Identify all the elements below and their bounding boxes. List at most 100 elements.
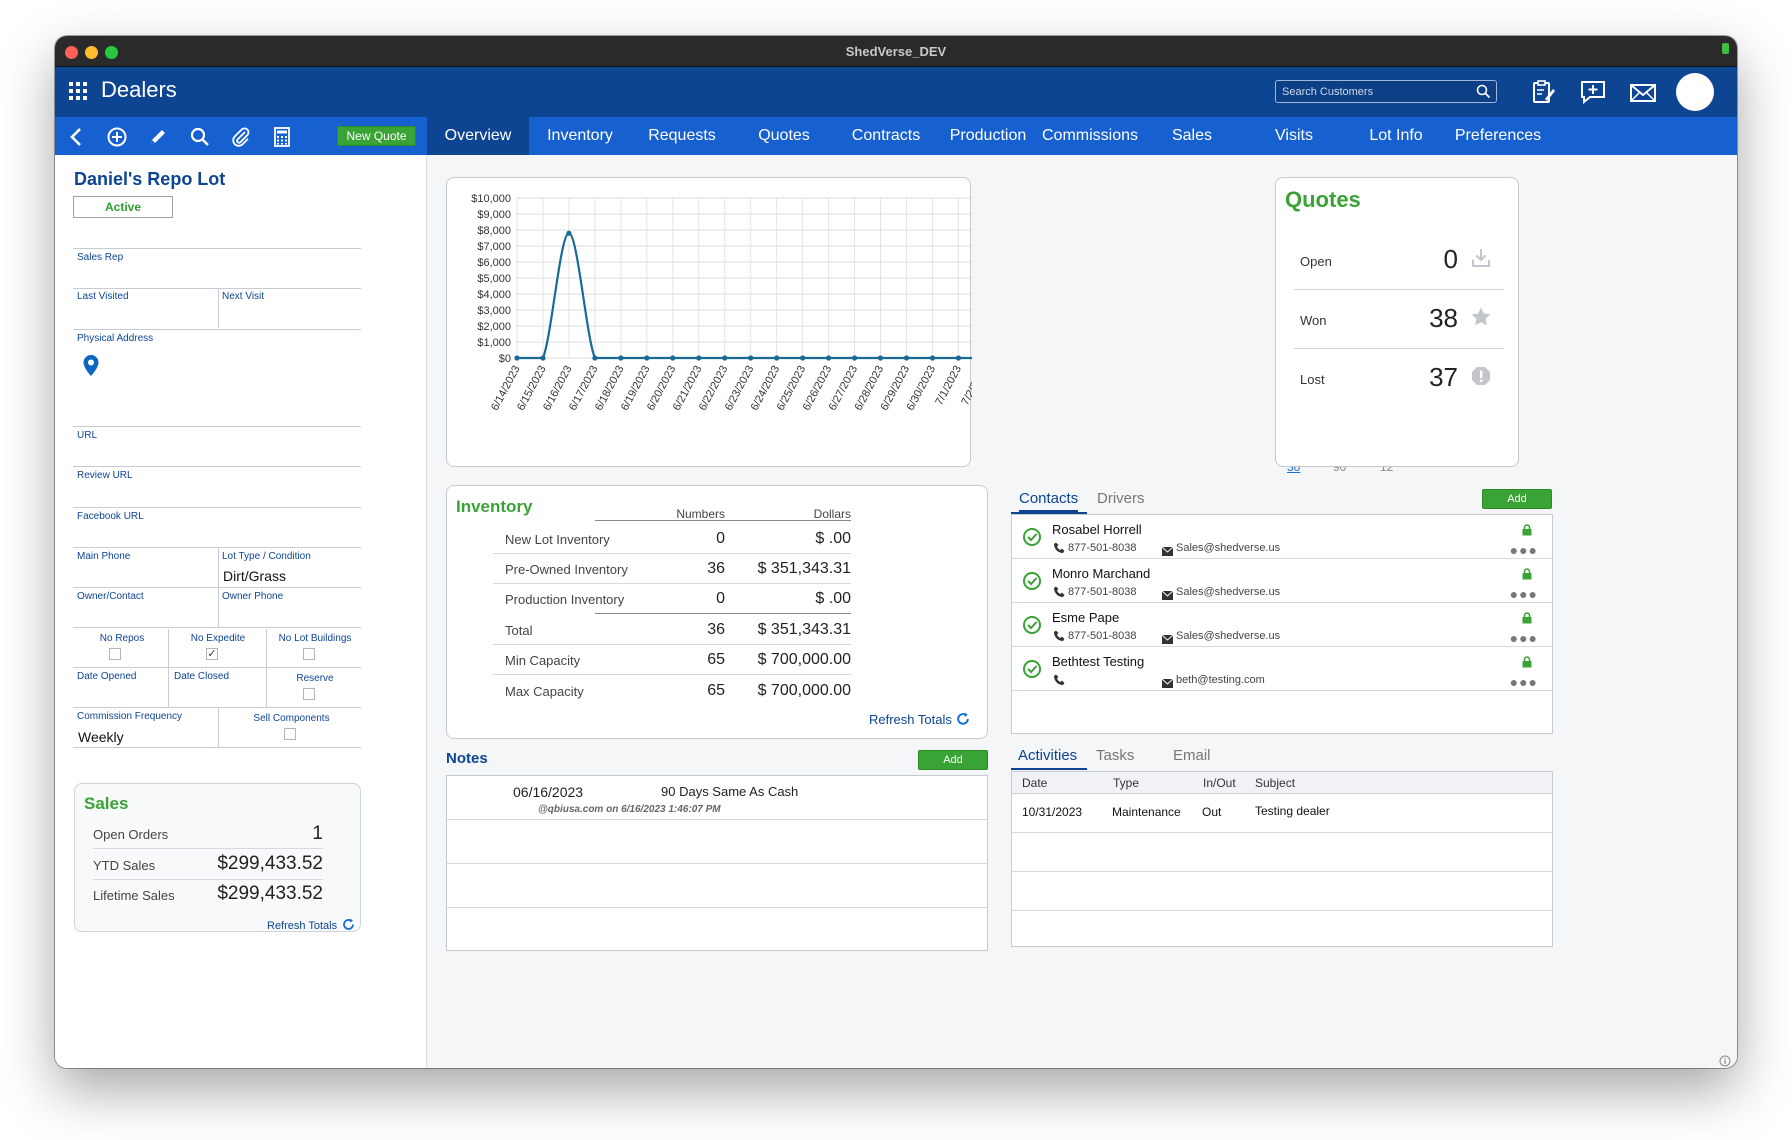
tab-overview[interactable]: Overview (427, 117, 529, 155)
commission-frequency-value[interactable]: Weekly (78, 729, 124, 745)
contacts-list: Rosabel Horrell 877-501-8038 Sales@shedv… (1011, 514, 1553, 734)
col-subject[interactable]: Subject (1255, 776, 1296, 790)
col-date[interactable]: Date (1022, 776, 1048, 790)
tab-inventory[interactable]: Inventory (547, 127, 613, 144)
star-icon (1470, 306, 1492, 333)
reserve-checkbox[interactable] (303, 688, 315, 700)
inventory-refresh-totals[interactable]: Refresh Totals (869, 710, 970, 729)
col-inout[interactable]: In/Out (1203, 776, 1236, 790)
paperclip-icon[interactable] (230, 126, 252, 148)
y-tick-label: $2,000 (477, 321, 511, 333)
inventory-row: Max Capacity 65 $ 700,000.00 (447, 676, 887, 706)
tab-email[interactable]: Email (1173, 747, 1211, 764)
tab-drivers[interactable]: Drivers (1097, 490, 1145, 507)
calculator-icon[interactable] (271, 126, 293, 148)
add-contact-button[interactable]: Add (1482, 489, 1552, 509)
avatar[interactable] (1676, 73, 1714, 111)
add-comment-icon[interactable] (1579, 78, 1609, 106)
quote-row-open[interactable]: Open 0 (1294, 232, 1504, 290)
tab-activities[interactable]: Activities (1018, 747, 1078, 764)
search-icon[interactable] (189, 126, 211, 148)
note-item[interactable]: 06/16/2023 90 Days Same As Cash @qbiusa.… (447, 776, 987, 820)
edit-pencil-icon[interactable] (147, 126, 169, 148)
status-badge[interactable]: Active (73, 196, 173, 218)
tab-contracts[interactable]: Contracts (851, 127, 921, 144)
tab-tasks[interactable]: Tasks (1096, 747, 1135, 764)
zoom-window-button[interactable] (105, 46, 118, 59)
sales-refresh-totals[interactable]: Refresh Totals (267, 916, 355, 934)
add-note-button[interactable]: Add (918, 750, 988, 770)
minimize-window-button[interactable] (85, 46, 98, 59)
refresh-icon[interactable] (342, 918, 355, 935)
reserve-label: Reserve (296, 673, 334, 684)
check-circle-icon (1022, 615, 1042, 640)
quote-row-count: 0 (1443, 244, 1458, 274)
refresh-label[interactable]: Refresh Totals (267, 920, 338, 932)
search-icon[interactable] (1476, 84, 1491, 104)
envelope-icon (1161, 587, 1174, 605)
col-type[interactable]: Type (1113, 776, 1140, 790)
inventory-row-label: Total (505, 623, 533, 638)
activity-inout: Out (1202, 805, 1222, 819)
no-repos-checkbox[interactable] (109, 648, 121, 660)
no-lot-buildings-checkbox[interactable] (303, 648, 315, 660)
quote-row-won[interactable]: Won 38 (1294, 291, 1504, 349)
contact-email[interactable]: beth@testing.com (1176, 674, 1265, 686)
sales-row: Lifetime Sales $299,433.52 (93, 881, 323, 911)
note-text: 90 Days Same As Cash (661, 784, 799, 799)
note-meta: @qbiusa.com on 6/16/2023 1:46:07 PM (538, 804, 721, 815)
contact-item[interactable]: Esme Pape 877-501-8038 Sales@shedverse.u… (1012, 603, 1552, 647)
tab-contacts[interactable]: Contacts (1019, 490, 1079, 512)
map-pin-icon[interactable] (82, 354, 100, 383)
quote-row-label: Open (1300, 254, 1332, 269)
info-icon[interactable] (1719, 1054, 1731, 1068)
close-window-button[interactable] (65, 46, 78, 59)
contact-phone[interactable]: 877-501-8038 (1068, 630, 1137, 642)
activity-row[interactable]: 10/31/2023 Maintenance Out Testing deale… (1012, 794, 1552, 833)
lot-type-value[interactable]: Dirt/Grass (223, 568, 286, 584)
contact-email[interactable]: Sales@shedverse.us (1176, 586, 1281, 598)
more-options-icon[interactable]: ●●● (1509, 542, 1538, 558)
app-grid-icon[interactable] (69, 82, 87, 100)
sales-row-label: Open Orders (93, 827, 169, 842)
more-options-icon[interactable]: ●●● (1509, 586, 1538, 602)
sell-components-checkbox[interactable] (284, 728, 296, 740)
tab-sales[interactable]: Sales (1171, 127, 1213, 144)
activity-empty-row (1012, 833, 1552, 872)
tab-preferences[interactable]: Preferences (1454, 127, 1542, 144)
title-bar: ShedVerse_DEV (55, 36, 1737, 67)
refresh-icon[interactable] (956, 712, 970, 730)
contact-item[interactable]: Rosabel Horrell 877-501-8038 Sales@shedv… (1012, 515, 1552, 559)
data-point (774, 355, 780, 361)
new-quote-button[interactable]: New Quote (337, 126, 416, 146)
tab-commissions[interactable]: Commissions (1041, 127, 1138, 144)
contact-item[interactable]: Monro Marchand 877-501-8038 Sales@shedve… (1012, 559, 1552, 603)
data-point (540, 355, 546, 361)
quote-row-lost[interactable]: Lost 37 (1294, 350, 1504, 408)
facebook-url-label: Facebook URL (77, 511, 144, 522)
tab-production[interactable]: Production (949, 127, 1027, 144)
search-input[interactable] (1276, 81, 1472, 102)
contact-email[interactable]: Sales@shedverse.us (1176, 630, 1281, 642)
refresh-label[interactable]: Refresh Totals (869, 712, 952, 727)
clipboard-edit-icon[interactable] (1529, 78, 1559, 106)
data-point (800, 355, 806, 361)
contact-email[interactable]: Sales@shedverse.us (1176, 542, 1281, 554)
more-options-icon[interactable]: ●●● (1509, 630, 1538, 646)
mail-icon[interactable] (1628, 78, 1658, 106)
add-circle-icon[interactable] (106, 126, 128, 148)
tab-requests[interactable]: Requests (648, 127, 716, 144)
inventory-row-label: Pre-Owned Inventory (505, 562, 628, 577)
search-customers[interactable] (1275, 80, 1497, 103)
contact-phone[interactable]: 877-501-8038 (1068, 542, 1137, 554)
tab-lot-info[interactable]: Lot Info (1369, 127, 1423, 144)
back-icon[interactable] (66, 126, 88, 148)
more-options-icon[interactable]: ●●● (1509, 674, 1538, 690)
tab-quotes[interactable]: Quotes (758, 127, 810, 144)
tab-visits[interactable]: Visits (1275, 127, 1313, 144)
contact-item[interactable]: Bethtest Testing beth@testing.com ●●● (1012, 647, 1552, 691)
contact-phone[interactable]: 877-501-8038 (1068, 586, 1137, 598)
no-expedite-checkbox[interactable]: ✓ (206, 648, 218, 660)
note-date: 06/16/2023 (513, 784, 584, 800)
app-header: Dealers (55, 67, 1737, 117)
